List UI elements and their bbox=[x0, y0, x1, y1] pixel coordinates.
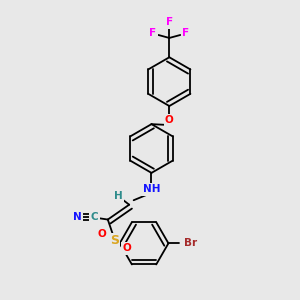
Text: H: H bbox=[113, 191, 122, 201]
Text: O: O bbox=[98, 229, 106, 238]
Text: F: F bbox=[182, 28, 189, 38]
Text: F: F bbox=[166, 17, 173, 28]
Text: O: O bbox=[165, 115, 174, 125]
Text: C: C bbox=[91, 212, 98, 222]
Text: F: F bbox=[149, 28, 157, 38]
Text: O: O bbox=[122, 243, 131, 254]
Text: NH: NH bbox=[143, 184, 160, 194]
Text: Br: Br bbox=[184, 238, 197, 248]
Text: S: S bbox=[110, 235, 119, 248]
Text: N: N bbox=[73, 212, 82, 222]
